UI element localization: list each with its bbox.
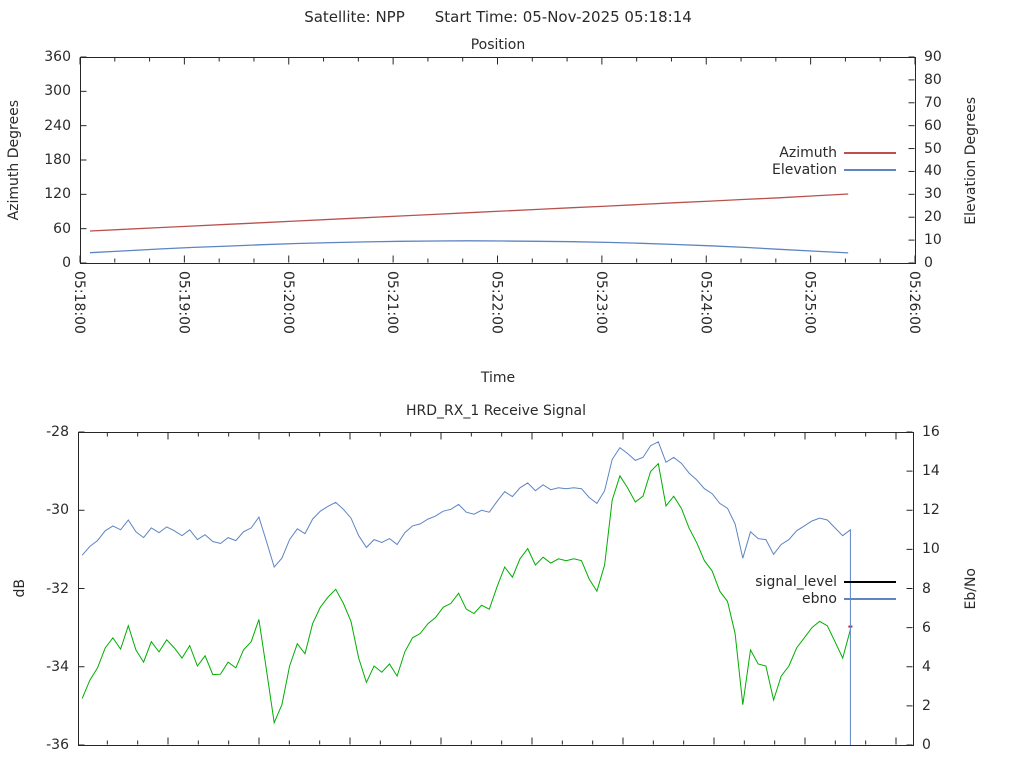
x-tick-label: 05:23:00 xyxy=(592,271,609,334)
y-left-tick-label: 180 xyxy=(44,152,71,168)
x-tick-label: 05:21:00 xyxy=(384,271,401,334)
y-right-tick-label: 2 xyxy=(922,697,931,714)
legend-line-elevation xyxy=(844,168,896,171)
legend-line-azimuth xyxy=(844,151,896,154)
y-right-tick-label: 8 xyxy=(922,580,931,597)
y-right-tick-label: 90 xyxy=(924,49,942,65)
y-left-tick-label: -28 xyxy=(46,424,69,440)
y-right-tick-label: 4 xyxy=(922,658,931,675)
legend-item-signal-level: signal_level xyxy=(540,573,896,590)
legend-label-azimuth: Azimuth xyxy=(779,144,837,161)
y-right-tick-label: 20 xyxy=(924,209,942,226)
y-right-tick-label: 6 xyxy=(922,619,931,636)
legend-line-ebno xyxy=(844,597,896,600)
position-legend: Azimuth Elevation xyxy=(540,144,896,178)
y-right-tick-label: 14 xyxy=(922,463,940,480)
y-right-tick-label: 70 xyxy=(924,94,942,111)
x-tick-label: 05:26:00 xyxy=(906,271,922,334)
y-left-tick-label: -30 xyxy=(46,502,69,519)
legend-item-azimuth: Azimuth xyxy=(540,144,896,161)
y-right-tick-label: 12 xyxy=(922,502,940,519)
start-time-label: Start Time: 05-Nov-2025 05:18:14 xyxy=(434,8,692,26)
y-right-tick-label: 40 xyxy=(924,163,942,180)
x-tick-label: 05:25:00 xyxy=(801,271,818,334)
y-right-tick-label: 16 xyxy=(922,424,940,440)
y-left-tick-label: -34 xyxy=(46,658,69,675)
legend-item-ebno: ebno xyxy=(540,590,896,607)
y-left-tick-label: -32 xyxy=(46,580,69,597)
y-left-tick-label: 60 xyxy=(53,220,71,237)
y-left-tick-label: 120 xyxy=(44,186,71,203)
y-right-tick-label: 50 xyxy=(924,140,942,157)
y-left-tick-label: -36 xyxy=(46,737,69,753)
position-chart-title: Position xyxy=(470,37,526,53)
y-right-tick-label: 80 xyxy=(924,71,942,88)
legend-label-signal-level: signal_level xyxy=(755,573,837,590)
y-right-tick-label: 10 xyxy=(924,232,942,249)
y-right-tick-label: 60 xyxy=(924,117,942,134)
y-left-tick-label: 240 xyxy=(44,117,71,134)
x-tick-label: 05:19:00 xyxy=(175,271,192,334)
x-tick-label: 05:18:00 xyxy=(71,271,87,334)
y-left-tick-label: 0 xyxy=(62,255,71,271)
y-right-tick-label: 30 xyxy=(924,186,942,203)
y-right-tick-label: 10 xyxy=(922,541,940,558)
page-title: Satellite: NPP Start Time: 05-Nov-2025 0… xyxy=(0,8,996,26)
y-left-tick-label: 360 xyxy=(44,49,71,65)
x-tick-label: 05:24:00 xyxy=(697,271,714,334)
x-tick-label: 05:20:00 xyxy=(279,271,296,334)
satellite-label: Satellite: NPP xyxy=(304,8,405,26)
y-right-tick-label: 0 xyxy=(924,255,933,271)
legend-label-elevation: Elevation xyxy=(771,161,837,178)
y-right-tick-label: 0 xyxy=(922,737,931,753)
x-tick-label: 05:22:00 xyxy=(488,271,505,334)
y-left-tick-label: 300 xyxy=(44,83,71,100)
receive-chart-title: HRD_RX_1 Receive Signal xyxy=(406,403,586,419)
receive-legend: signal_level ebno xyxy=(540,573,896,607)
time-axis-label: Time xyxy=(480,370,516,386)
legend-label-ebno: ebno xyxy=(802,590,837,607)
legend-line-signal-level xyxy=(844,580,896,583)
legend-item-elevation: Elevation xyxy=(540,161,896,178)
